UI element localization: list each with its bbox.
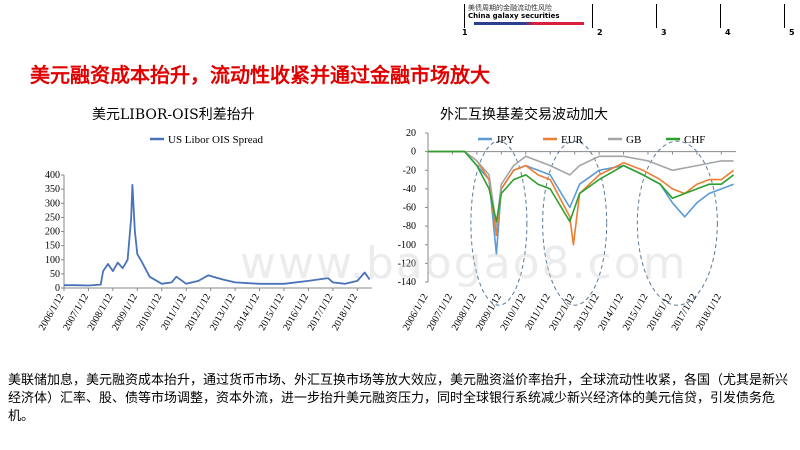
legend-label: GB [626,134,641,146]
y-tick-label: -80 [403,221,416,232]
y-tick-label: 350 [45,184,60,195]
y-tick-label: -60 [403,203,416,214]
right-chart-title: 外汇互换基差交易波动加大 [440,107,608,123]
nav-divider [656,4,657,28]
series-line-gb [428,150,734,227]
y-tick-label: 100 [45,255,60,266]
header-logo-text: 美债周期的金融流动性风险 [468,4,552,12]
series-line-eur [428,150,735,246]
y-tick-label: -140 [398,277,416,288]
nav-section-2[interactable]: 2 [597,28,603,37]
nav-section-5[interactable]: 5 [789,28,795,37]
annotation-ellipse [636,140,718,306]
legend-label: US Libor OIS Spread [168,134,264,146]
nav-divider [784,4,785,28]
slide-title: 美元融资成本抬升，流动性收紧并通过金融市场放大 [30,63,490,87]
y-tick-label: -20 [403,165,416,176]
header-accent-bar [474,22,584,25]
y-tick-label: 400 [45,170,60,181]
header-logo-subtitle: China galaxy securities [468,12,560,20]
nav-section-1[interactable]: 1 [462,28,468,37]
legend-label: CHF [684,134,705,146]
y-tick-label: 0 [55,283,60,294]
y-tick-label: 250 [45,212,60,223]
nav-section-4[interactable]: 4 [725,28,731,37]
left-chart-title: 美元LIBOR-OIS利差抬升 [92,107,255,123]
nav-divider [464,4,465,28]
y-tick-label: 150 [45,241,60,252]
y-tick-label: -40 [403,184,416,195]
y-tick-label: -120 [398,258,416,269]
annotation-ellipse [542,140,608,306]
series-line-jpy [428,150,734,255]
y-tick-label: 20 [406,128,416,139]
annotation-ellipse [470,140,528,306]
nav-divider [592,4,593,28]
series-line-chf [428,150,735,223]
y-tick-label: 200 [45,227,60,238]
y-tick-label: 50 [50,269,60,280]
nav-divider [720,4,721,28]
summary-paragraph: 美联储加息，美元融资成本抬升，通过货币市场、外汇互换市场等放大效应，美元融资溢价… [8,373,789,424]
y-tick-label: 0 [411,147,416,158]
charts-canvas: 0501001502002503003504002006/1/122007/1/… [37,128,736,333]
series-line-us-libor-ois-spread [64,183,371,287]
watermark: www.baogao8.com [240,238,688,289]
y-tick-label: 300 [45,198,60,209]
y-tick-label: -100 [398,240,416,251]
nav-section-3[interactable]: 3 [661,28,667,37]
legend-label: EUR [561,134,584,146]
legend-label: JPY [496,134,514,146]
